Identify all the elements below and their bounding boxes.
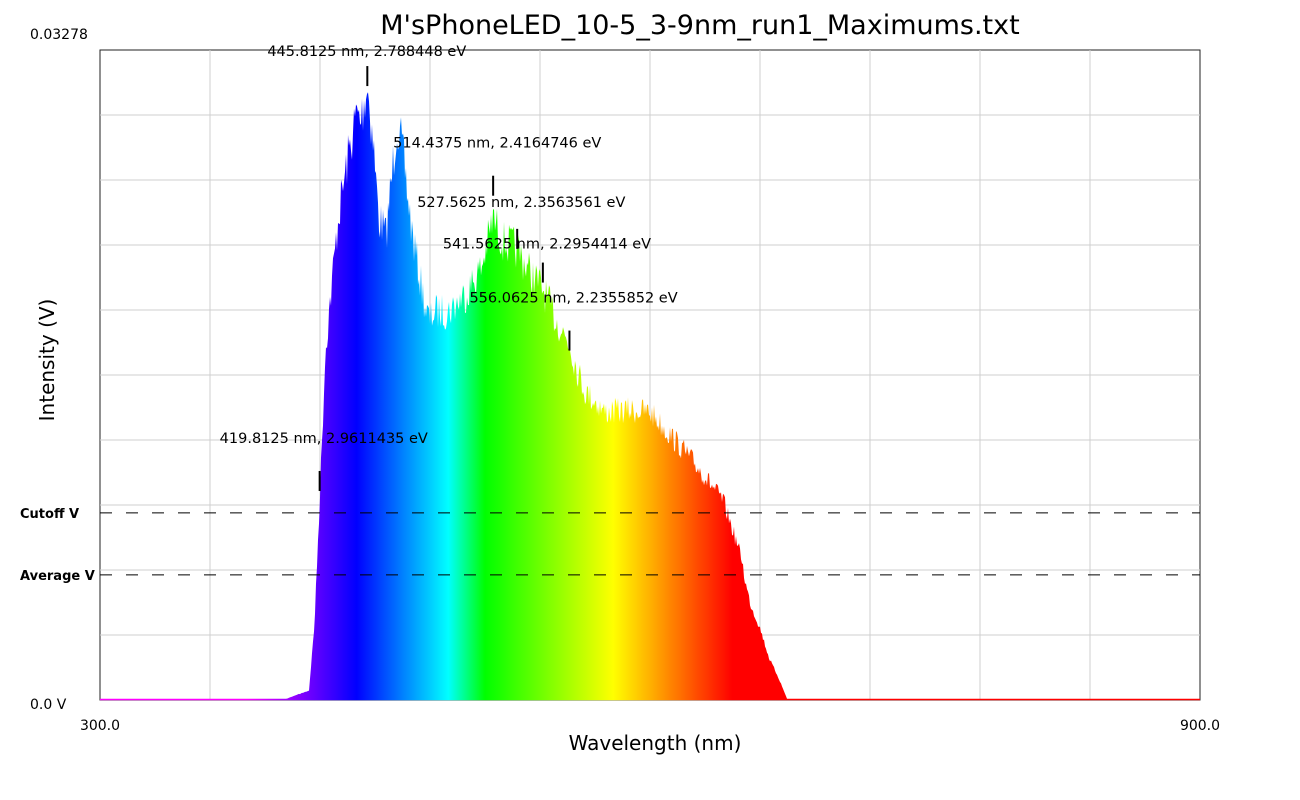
peak-label: 514.4375 nm, 2.4164746 eV — [393, 136, 601, 152]
chart-title: M'sPhoneLED_10-5_3-9nm_run1_Maximums.txt — [380, 10, 1019, 41]
spectrum-area — [100, 92, 1200, 700]
peak-label: 445.8125 nm, 2.788448 eV — [267, 44, 466, 60]
peak-label: 556.0625 nm, 2.2355852 eV — [469, 291, 677, 307]
y-tick-max: 0.03278 — [30, 27, 88, 43]
reference-line-label: Cutoff V — [20, 507, 79, 522]
reference-line-label: Average V — [20, 569, 95, 584]
x-tick-min: 300.0 — [80, 718, 120, 734]
x-tick-max: 900.0 — [1180, 718, 1220, 734]
y-tick-min: 0.0 V — [30, 697, 67, 713]
peak-markers: 419.8125 nm, 2.9611435 eV 445.8125 nm, 2.… — [220, 44, 678, 491]
peak-label: 541.5625 nm, 2.2954414 eV — [443, 237, 651, 253]
reference-lines: Cutoff V Average V — [20, 507, 1200, 584]
x-axis-label: Wavelength (nm) — [569, 731, 742, 755]
peak-label: 527.5625 nm, 2.3563561 eV — [417, 195, 625, 211]
peak-label: 419.8125 nm, 2.9611435 eV — [220, 431, 428, 447]
y-axis-label: Intensity (V) — [35, 299, 59, 422]
